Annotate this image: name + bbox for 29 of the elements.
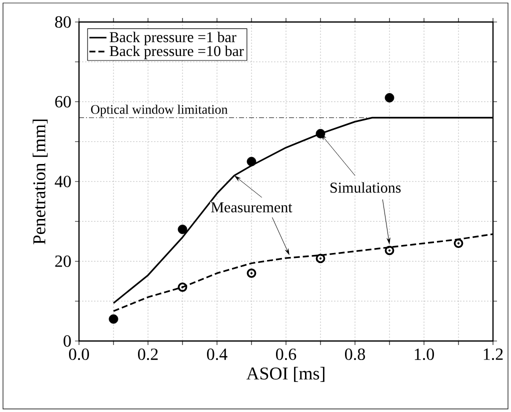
point bbox=[178, 224, 188, 234]
x-tick-label: 0.2 bbox=[138, 348, 158, 360]
point bbox=[384, 246, 394, 256]
y-tick-label: 20 bbox=[55, 256, 71, 267]
x-axis-title: ASOI [ms] bbox=[246, 366, 324, 382]
y-tick-label: 60 bbox=[55, 96, 71, 108]
x-tick-label: 1.2 bbox=[484, 348, 503, 360]
legend-label: Back pressure =10 bar bbox=[110, 46, 244, 60]
y-tick-label: 0 bbox=[64, 335, 71, 347]
x-tick-label: 1.0 bbox=[414, 348, 434, 360]
y-tick-label: 40 bbox=[54, 176, 71, 188]
x-tick-label: 0.0 bbox=[69, 348, 89, 360]
annotation: Simulations bbox=[330, 182, 401, 193]
y-axis-title: Penetration [mm] bbox=[32, 120, 48, 244]
annotation: Measurement bbox=[211, 202, 292, 212]
point bbox=[178, 282, 188, 292]
x-tick-label: 0.8 bbox=[345, 348, 365, 360]
y-tick-label: 80 bbox=[55, 16, 71, 28]
point bbox=[384, 93, 394, 102]
x-tick-label: 0.4 bbox=[207, 348, 228, 360]
ref-line-label: Optical window limitation bbox=[91, 104, 228, 116]
point bbox=[246, 268, 256, 278]
point bbox=[454, 238, 464, 248]
point bbox=[316, 128, 326, 138]
point bbox=[246, 156, 256, 166]
x-tick-label: 0.6 bbox=[276, 348, 296, 360]
point bbox=[316, 254, 326, 264]
legend-label: Back pressure =1 bar bbox=[110, 32, 236, 46]
point bbox=[108, 314, 118, 324]
